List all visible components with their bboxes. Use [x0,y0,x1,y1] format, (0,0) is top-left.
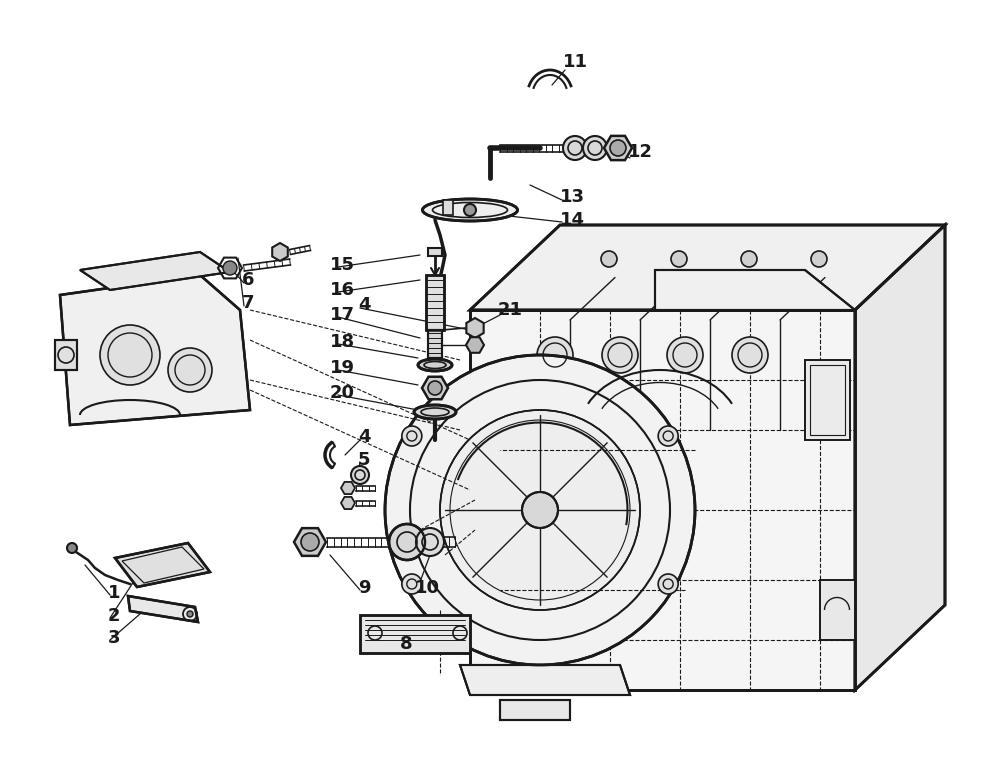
Bar [360,615,470,653]
Circle shape [658,574,678,594]
Ellipse shape [418,359,452,371]
Text: 18: 18 [330,333,355,351]
Bar [810,365,845,435]
Circle shape [563,136,587,160]
Circle shape [402,574,422,594]
Text: 7: 7 [242,294,254,312]
Circle shape [602,337,638,373]
Circle shape [583,136,607,160]
Circle shape [187,611,193,617]
Text: 19: 19 [330,359,355,377]
Bar [805,360,850,440]
Polygon shape [115,543,210,587]
Polygon shape [470,310,855,690]
Circle shape [428,381,442,395]
Polygon shape [341,482,355,494]
Circle shape [601,251,617,267]
Text: 17: 17 [330,306,355,324]
Circle shape [351,466,369,484]
Text: 13: 13 [560,188,585,206]
Bar [426,275,444,330]
Polygon shape [60,275,250,425]
Text: 5: 5 [358,451,370,469]
Text: 2: 2 [108,607,120,625]
Text: 20: 20 [330,384,355,402]
Circle shape [385,355,695,665]
Text: 15: 15 [330,256,355,274]
Circle shape [223,261,237,275]
Polygon shape [443,200,453,215]
Circle shape [440,410,640,610]
Polygon shape [500,700,570,720]
Circle shape [402,426,422,446]
Circle shape [389,524,425,560]
Ellipse shape [414,405,456,419]
Ellipse shape [422,199,518,221]
Polygon shape [466,338,484,353]
Bar [426,275,444,330]
Circle shape [522,492,558,528]
Text: 14: 14 [560,211,585,229]
Polygon shape [80,252,230,290]
Text: 9: 9 [358,579,370,597]
Circle shape [658,426,678,446]
Bar [428,330,442,358]
Circle shape [100,325,160,385]
Circle shape [537,337,573,373]
Polygon shape [341,497,355,509]
Bar [55,340,77,370]
Circle shape [464,204,476,216]
Circle shape [168,348,212,392]
Text: 6: 6 [242,271,254,289]
Polygon shape [855,225,945,690]
Text: 16: 16 [330,281,355,299]
Text: 3: 3 [108,629,120,647]
Circle shape [301,533,319,551]
Circle shape [67,543,77,553]
Text: 12: 12 [628,143,653,161]
Circle shape [416,528,444,556]
Text: 4: 4 [358,428,370,446]
Polygon shape [272,243,288,261]
Bar [428,330,442,358]
Circle shape [610,140,626,156]
Polygon shape [294,528,326,556]
Polygon shape [460,665,630,695]
Polygon shape [470,225,945,310]
Polygon shape [466,318,484,338]
Bar [805,360,850,440]
Circle shape [741,251,757,267]
Polygon shape [128,596,198,622]
Bar [360,615,470,653]
Polygon shape [422,376,448,400]
Circle shape [667,337,703,373]
Polygon shape [604,136,632,160]
Circle shape [671,251,687,267]
Text: 11: 11 [563,53,588,71]
Text: 1: 1 [108,584,120,602]
Text: 10: 10 [415,579,440,597]
Polygon shape [655,270,855,310]
Circle shape [811,251,827,267]
Bar [428,248,442,256]
Bar [55,340,77,370]
Text: 8: 8 [400,635,413,653]
Polygon shape [820,580,855,640]
Text: 21: 21 [498,301,523,319]
Circle shape [732,337,768,373]
Text: 4: 4 [358,296,370,314]
